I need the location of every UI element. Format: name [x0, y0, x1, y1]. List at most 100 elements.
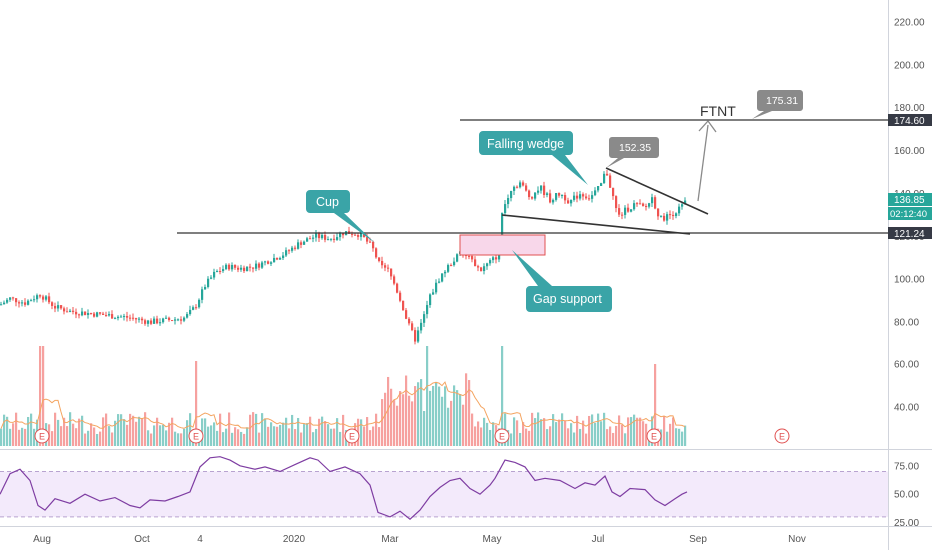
- volume-bar: [621, 424, 624, 446]
- gap-support-callout[interactable]: Gap support: [512, 250, 612, 312]
- volume-bar: [279, 424, 282, 446]
- volume-bar: [168, 422, 171, 446]
- candle-body: [324, 234, 327, 240]
- earnings-marker[interactable]: E: [344, 428, 360, 444]
- volume-bar: [639, 417, 642, 446]
- time-tick-label: 4: [197, 534, 203, 545]
- countdown-label: 02:12:40: [888, 207, 932, 220]
- candle-body: [222, 269, 225, 272]
- volume-bar: [477, 421, 480, 446]
- candle-body: [51, 302, 54, 306]
- volume-bar: [24, 428, 27, 446]
- candle-body: [414, 330, 417, 342]
- candle-body: [573, 195, 576, 200]
- candle-body: [420, 322, 423, 331]
- volume-bar: [573, 432, 576, 446]
- candle-body: [168, 317, 171, 321]
- candle-body: [210, 277, 213, 279]
- candle-body: [162, 318, 165, 323]
- candle-body: [249, 266, 252, 268]
- candle-body: [165, 317, 168, 319]
- gap-support-box: [459, 234, 546, 256]
- volume-bar: [93, 427, 96, 446]
- candle-body: [630, 209, 633, 212]
- svg-text:121.24: 121.24: [894, 229, 925, 240]
- candle-body: [549, 193, 552, 203]
- volume-bar: [111, 432, 114, 446]
- candle-body: [393, 276, 396, 284]
- candle-body: [387, 267, 390, 269]
- volume-bar: [78, 418, 81, 446]
- candle-body: [180, 319, 183, 321]
- volume-bar: [258, 432, 261, 446]
- price-tick-label: 40.00: [894, 403, 919, 414]
- volume-bar: [546, 429, 549, 446]
- volume-bar: [327, 424, 330, 446]
- volume-bar: [333, 428, 336, 446]
- volume-bar: [438, 386, 441, 446]
- candle-body: [603, 173, 606, 184]
- candle-body: [525, 185, 528, 191]
- volume-bar: [165, 430, 168, 446]
- earnings-marker[interactable]: E: [34, 428, 50, 444]
- volume-bar: [516, 420, 519, 446]
- price-tick-label: 60.00: [894, 360, 919, 371]
- volume-bar: [306, 423, 309, 446]
- volume-bar: [3, 414, 6, 446]
- earnings-marker[interactable]: E: [774, 428, 790, 444]
- candle-body: [657, 208, 660, 217]
- time-tick-label: Nov: [788, 534, 806, 545]
- volume-bar: [441, 396, 444, 446]
- volume-bar: [678, 428, 681, 446]
- candle-body: [63, 308, 66, 312]
- cup-callout[interactable]: Cup: [306, 190, 375, 243]
- candle-body: [372, 241, 375, 249]
- candle-body: [141, 318, 144, 321]
- volume-bar: [564, 420, 567, 446]
- candle-body: [675, 213, 678, 217]
- volume-bar: [684, 425, 687, 446]
- target-price-tag[interactable]: 175.31: [752, 90, 803, 119]
- candle-body: [333, 238, 336, 240]
- volume-bar: [213, 422, 216, 446]
- earnings-marker[interactable]: E: [188, 428, 204, 444]
- candle-body: [246, 266, 249, 272]
- candle-body: [84, 311, 87, 316]
- candle-body: [21, 302, 24, 304]
- volume-bar: [483, 417, 486, 446]
- candle-body: [357, 235, 360, 237]
- volume-bar: [105, 413, 108, 446]
- volume-bar: [642, 421, 645, 446]
- candle-body: [531, 197, 534, 199]
- earnings-marker[interactable]: E: [494, 428, 510, 444]
- volume-bar: [267, 426, 270, 446]
- volume-bar: [360, 419, 363, 446]
- candle-body: [153, 318, 156, 324]
- candle-body: [432, 292, 435, 295]
- candle-body: [303, 241, 306, 245]
- volume-bar: [90, 423, 93, 446]
- volume-bar: [117, 414, 120, 446]
- candle-body: [171, 320, 174, 322]
- volume-bar: [387, 376, 390, 446]
- candle-body: [663, 215, 666, 221]
- candle-body: [327, 239, 330, 241]
- earnings-marker[interactable]: E: [646, 428, 662, 444]
- volume-bar: [510, 433, 513, 446]
- volume-bar: [6, 416, 9, 446]
- candle-body: [534, 192, 537, 199]
- volume-bar: [312, 432, 315, 446]
- candle-body: [117, 316, 120, 319]
- candle-body: [186, 314, 189, 318]
- volume-bar: [18, 429, 21, 446]
- volume-bar: [0, 428, 3, 446]
- candle-body: [108, 314, 111, 316]
- candle-body: [528, 190, 531, 198]
- falling-wedge-callout[interactable]: Falling wedge: [479, 131, 588, 185]
- candle-body: [426, 305, 429, 315]
- peak-price-tag[interactable]: 152.35: [606, 137, 659, 168]
- volume-bar: [384, 392, 387, 446]
- volume-bar: [318, 418, 321, 446]
- candle-body: [435, 282, 438, 293]
